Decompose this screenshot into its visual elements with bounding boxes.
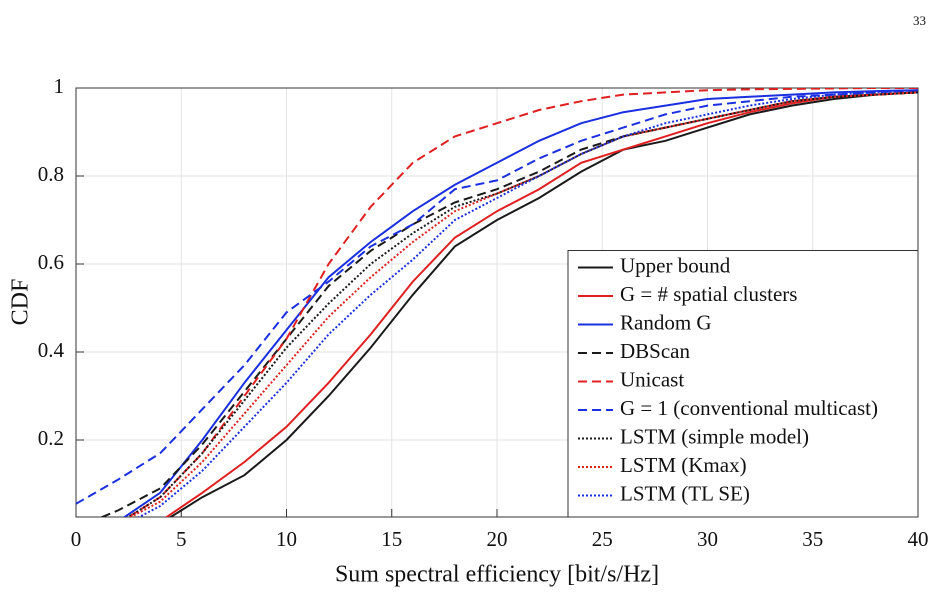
series-line	[76, 89, 918, 505]
y-axis-label: CDF	[8, 279, 34, 326]
x-tick-label: 15	[381, 527, 402, 551]
series-line	[168, 91, 918, 517]
plot-lines	[76, 88, 918, 517]
x-tick-label: 35	[802, 527, 823, 551]
x-tick-label: 25	[592, 527, 613, 551]
legend-label: Unicast	[620, 367, 684, 391]
x-tick-label: 20	[487, 527, 508, 551]
legend-label: Upper bound	[620, 253, 731, 277]
y-tick-label: 0.6	[38, 250, 64, 274]
series-line	[122, 89, 918, 517]
legend-label: G = 1 (conventional multicast)	[620, 396, 878, 420]
legend-label: DBScan	[620, 339, 690, 363]
series-line	[136, 89, 918, 517]
legend-box	[567, 250, 919, 518]
legend-label: Random G	[620, 310, 712, 334]
x-axis-label: Sum spectral efficiency [bit/s/Hz]	[335, 562, 659, 588]
y-tick-label: 1	[54, 74, 65, 98]
x-tick-label: 0	[71, 527, 82, 551]
page-number: 33	[913, 13, 926, 28]
series-line	[126, 91, 918, 517]
y-tick-label: 0.2	[38, 426, 64, 450]
legend-label: LSTM (Kmax)	[620, 453, 747, 477]
legend-label: LSTM (simple model)	[620, 424, 809, 448]
y-tick-label: 0.8	[38, 162, 64, 186]
series-line	[128, 91, 918, 517]
legend-label: LSTM (TL SE)	[620, 481, 750, 505]
legend-label: G = # spatial clusters	[620, 282, 797, 306]
series-line	[164, 91, 918, 517]
y-tick-label: 0.4	[38, 338, 65, 362]
x-tick-label: 5	[176, 527, 187, 551]
x-tick-label: 30	[697, 527, 718, 551]
x-tick-label: 40	[908, 527, 929, 551]
x-tick-label: 10	[276, 527, 297, 551]
